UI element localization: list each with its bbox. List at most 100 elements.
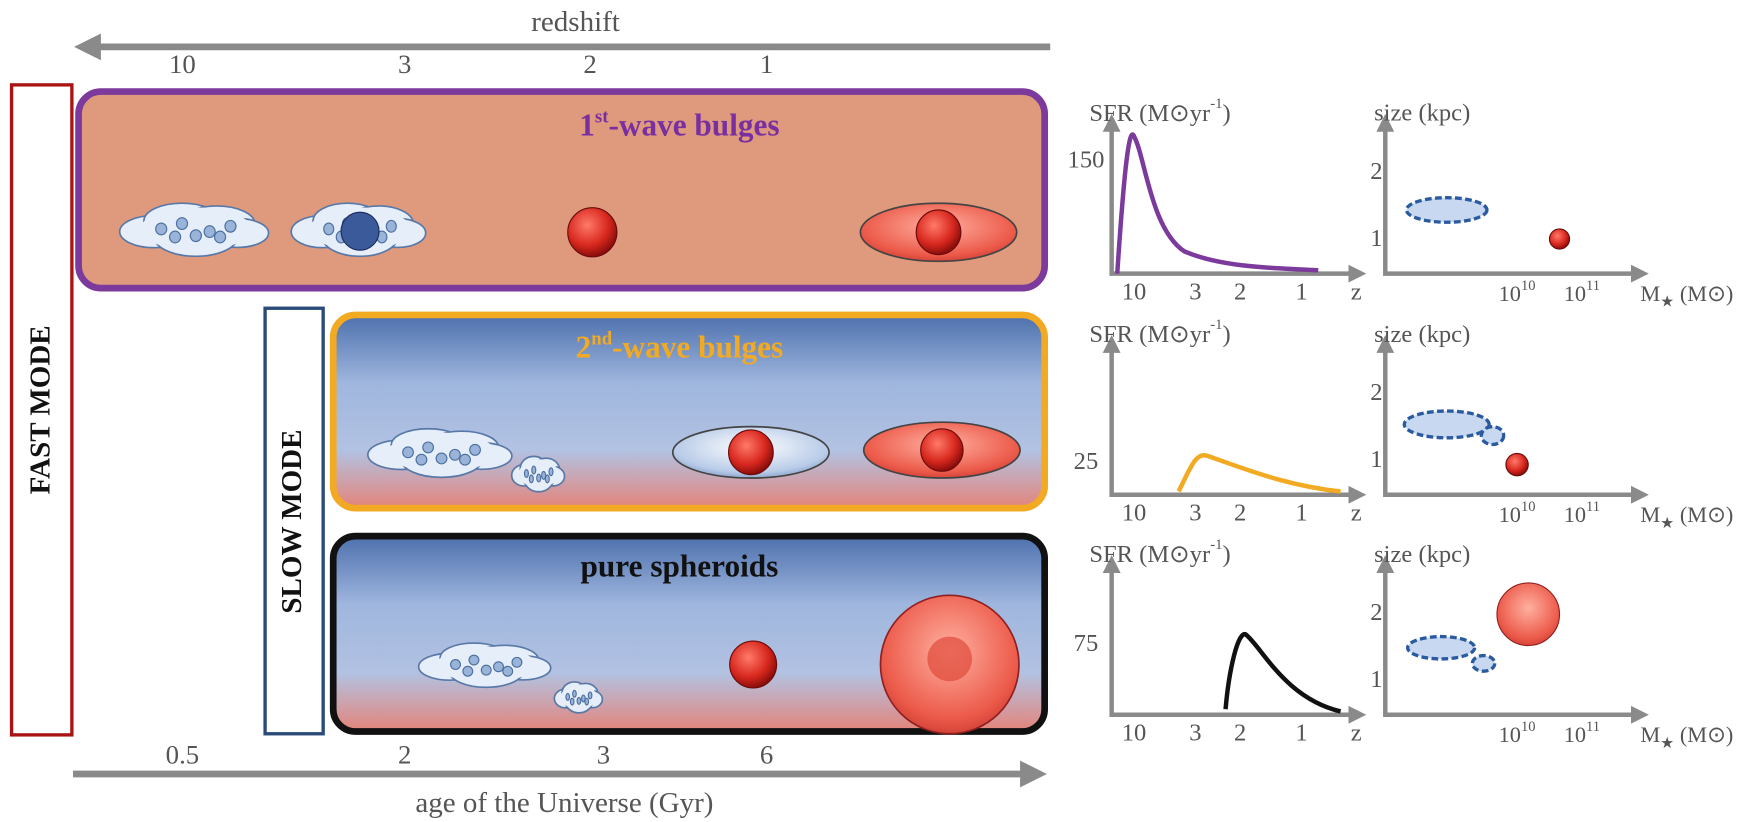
spheroid-core — [927, 637, 972, 682]
size-contour — [1472, 656, 1494, 672]
cloud-clump — [215, 231, 226, 243]
size-y-tick: 2 — [1370, 379, 1382, 406]
size-x-tick: 1011 — [1564, 720, 1600, 748]
cloud-clump — [566, 693, 570, 700]
cloud-clump — [436, 453, 447, 464]
size-contour — [1404, 411, 1489, 438]
age-tick: 3 — [597, 739, 610, 769]
cloud-clump — [403, 447, 414, 458]
stellar-bulge — [1506, 453, 1528, 475]
cloud-clump — [577, 697, 581, 704]
size-x-tick: 1010 — [1499, 278, 1536, 306]
cloud-clump — [529, 475, 533, 483]
size-x-label-main: M — [1640, 502, 1660, 527]
size-x-tick: 1010 — [1499, 499, 1536, 527]
sfr-axes — [1112, 123, 1358, 274]
sfr-y-label-main: SFR (M⊙yr — [1089, 541, 1210, 568]
size-contour — [1407, 198, 1487, 223]
sfr-curve — [1117, 135, 1318, 274]
sfr-y-label: SFR (M⊙yr-1) — [1089, 538, 1230, 568]
sfr-y-label-sup: -1 — [1210, 317, 1222, 333]
cloud-clump — [503, 666, 513, 676]
cloud-clump — [176, 218, 187, 230]
sfr-axes — [1112, 344, 1358, 495]
sfr-y-tick: 150 — [1068, 147, 1105, 174]
tick-base: 10 — [1564, 281, 1586, 306]
cloud-clump — [588, 692, 592, 699]
sfr-axes — [1112, 564, 1358, 715]
size-x-label-sub: ★ — [1660, 734, 1674, 751]
stellar-bulge — [1549, 229, 1569, 249]
sfr-x-tick: 3 — [1189, 720, 1201, 747]
sfr-y-label-sup: -1 — [1210, 96, 1222, 112]
panel-title-sup: st — [595, 107, 609, 128]
stellar-bulge — [729, 430, 774, 475]
slow-mode-label: SLOW MODE — [276, 430, 308, 614]
redshift-tick: 3 — [398, 49, 411, 79]
cloud-clump — [450, 449, 461, 460]
stellar-bulge — [730, 641, 777, 688]
panel-title: 1st-wave bulges — [579, 107, 779, 143]
cloud-clump — [225, 220, 236, 232]
size-x-label-sub: ★ — [1660, 514, 1674, 531]
sfr-x-tick: 1 — [1295, 500, 1307, 527]
redshift-label: redshift — [531, 6, 620, 38]
tick-exp: 10 — [1521, 278, 1536, 294]
size-axes — [1385, 123, 1640, 274]
page: {"top_axis": {"label": "redshift", "tick… — [0, 0, 1752, 822]
tick-base: 10 — [1499, 722, 1521, 747]
sfr-x-label: z — [1351, 500, 1362, 527]
cloud-clump — [156, 223, 167, 235]
cloud-clump — [386, 220, 396, 232]
size-y-label: size (kpc) — [1374, 100, 1470, 127]
sfr-x-tick: 10 — [1122, 500, 1147, 527]
size-x-label-rest: (M⊙) — [1674, 722, 1733, 747]
panel-title-main: 1 — [579, 108, 595, 143]
size-y-tick: 1 — [1370, 666, 1382, 693]
sfr-x-tick: 2 — [1234, 500, 1246, 527]
cloud-clump — [573, 690, 577, 697]
size-x-label-main: M — [1640, 722, 1660, 747]
panel-title-main: pure spheroids — [581, 549, 779, 584]
tick-base: 10 — [1564, 722, 1586, 747]
stellar-bulge — [568, 208, 617, 257]
size-x-label-main: M — [1640, 281, 1660, 306]
cloud-clump — [470, 444, 481, 455]
sfr-y-label-main: SFR (M⊙yr — [1089, 100, 1210, 127]
cloud-clump — [416, 454, 427, 465]
sfr-x-tick: 10 — [1122, 278, 1147, 305]
sfr-y-label-main: SFR (M⊙yr — [1089, 321, 1210, 348]
size-contour — [1408, 637, 1475, 659]
sfr-x-tick: 1 — [1295, 278, 1307, 305]
size-y-tick: 1 — [1370, 225, 1382, 252]
cloud-clump — [537, 474, 541, 482]
sfr-y-label: SFR (M⊙yr-1) — [1089, 317, 1230, 347]
cloud-clump — [532, 466, 536, 474]
age-tick: 6 — [760, 739, 773, 769]
size-x-label-sub: ★ — [1660, 293, 1674, 310]
sfr-curve — [1226, 634, 1341, 711]
cloud-clump — [170, 231, 181, 243]
redshift-tick: 10 — [169, 49, 196, 79]
sfr-y-label: SFR (M⊙yr-1) — [1089, 96, 1230, 126]
tick-base: 10 — [1564, 502, 1586, 527]
size-y-tick: 1 — [1370, 446, 1382, 473]
cloud-clump — [324, 223, 334, 235]
diagram: redshift103210.5236age of the Universe (… — [0, 0, 1752, 822]
sfr-y-label-rest: ) — [1223, 100, 1231, 127]
blue-core — [341, 212, 379, 250]
tick-exp: 10 — [1521, 720, 1536, 736]
tick-base: 10 — [1499, 281, 1521, 306]
cloud-clump — [423, 442, 434, 453]
size-y-tick: 2 — [1370, 599, 1382, 626]
cloud-clump — [469, 655, 479, 665]
cloud-clump — [451, 660, 461, 670]
size-y-tick: 2 — [1370, 158, 1382, 185]
tick-base: 10 — [1499, 502, 1521, 527]
size-x-label: M★ (M⊙) — [1640, 502, 1733, 531]
tick-exp: 11 — [1586, 720, 1600, 736]
sfr-x-label: z — [1351, 720, 1362, 747]
cloud-clump — [585, 698, 589, 705]
cloud-clump — [545, 475, 549, 483]
panel-title-rest: -wave bulges — [612, 330, 783, 365]
